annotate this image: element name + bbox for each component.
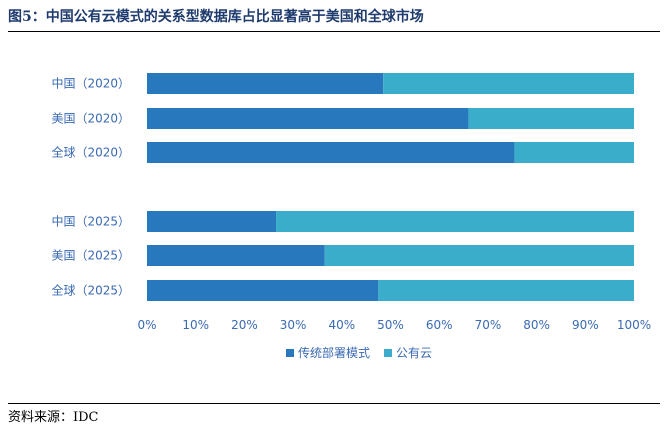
x-tick-label: 20% [231, 318, 258, 332]
bar-traditional-2 [147, 142, 515, 163]
category-label: 美国（2020） [51, 112, 130, 126]
x-tick-label: 10% [182, 318, 209, 332]
stacked-bar-chart: 中国（2020） 美国（2020） 全球（2020） 中国（2025） 美国（2025）… [51, 73, 651, 360]
bar-traditional-5 [147, 280, 379, 301]
category-label: 中国（2025） [51, 214, 130, 229]
category-labels: 中国（2020） 美国（2020） 全球（2020） 中国（2025） 美国（2025）… [51, 76, 130, 298]
bar-traditional-3 [147, 211, 277, 232]
legend: 传统部署模式 公有云 [286, 345, 432, 360]
x-tick-labels: 0% 10% 20% 30% 40% 50% 60% 70% 80% 90% 100% [137, 318, 651, 332]
x-tick-label: 90% [572, 318, 599, 332]
category-label: 全球（2025） [51, 283, 130, 298]
category-label: 美国（2025） [51, 249, 130, 263]
x-tick-label: 0% [137, 318, 156, 332]
bar-public-cloud-3 [276, 211, 634, 232]
x-tick-label: 30% [280, 318, 307, 332]
category-label: 全球（2020） [51, 145, 130, 160]
x-tick-label: 80% [523, 318, 550, 332]
source-rule [8, 403, 660, 404]
bar-traditional-4 [147, 245, 325, 266]
bar-public-cloud-1 [468, 108, 634, 129]
bar-public-cloud-2 [514, 142, 634, 163]
x-tick-label: 40% [328, 318, 355, 332]
x-tick-label: 100% [617, 318, 651, 332]
legend-public-cloud-label: 公有云 [396, 346, 432, 360]
bar-public-cloud-5 [378, 280, 634, 301]
bar-traditional-1 [147, 108, 469, 129]
legend-public-cloud-swatch [384, 349, 392, 357]
x-tick-label: 60% [426, 318, 453, 332]
figure-title: 图5：中国公有云模式的关系型数据库占比显著高于美国和全球市场 [8, 9, 424, 25]
title-rule [8, 31, 660, 32]
source-note: 资料来源：IDC [8, 410, 99, 425]
bar-public-cloud-0 [383, 73, 634, 94]
bars-layer [147, 73, 634, 301]
category-label: 中国（2020） [51, 76, 130, 91]
legend-traditional-swatch [286, 349, 294, 357]
bar-traditional-0 [147, 73, 384, 94]
x-tick-label: 70% [475, 318, 502, 332]
bar-public-cloud-4 [324, 245, 634, 266]
x-tick-label: 50% [377, 318, 404, 332]
legend-traditional-label: 传统部署模式 [298, 345, 370, 360]
